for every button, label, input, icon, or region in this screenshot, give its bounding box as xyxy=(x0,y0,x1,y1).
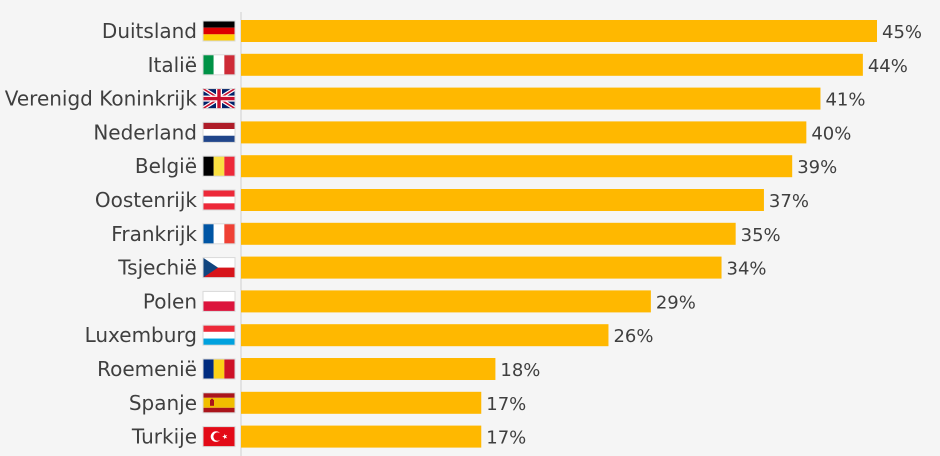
value-label: 17% xyxy=(486,428,526,449)
bar xyxy=(241,425,482,448)
bar-row-3: Verenigd Koninkrijk 41% xyxy=(5,87,866,111)
belgium-flag-icon xyxy=(202,155,236,177)
bar xyxy=(241,189,764,211)
category-label: Polen xyxy=(143,289,197,313)
bar xyxy=(241,391,482,414)
italy-flag-icon xyxy=(202,54,236,76)
bar-row-6: Oostenrijk 37% xyxy=(95,188,809,212)
bar-row-8: Tsjechië 34% xyxy=(117,256,766,280)
value-label: 34% xyxy=(727,259,767,280)
category-label: Verenigd Koninkrijk xyxy=(5,87,198,111)
bar-row-11: Roemenië 18% xyxy=(97,357,540,381)
value-label: 41% xyxy=(825,90,865,111)
bar-row-9: Polen 29% xyxy=(143,289,696,313)
bar-row-7: Frankrijk 35% xyxy=(111,222,780,246)
bar xyxy=(241,53,863,76)
value-label: 26% xyxy=(613,326,653,347)
bar-row-13: Turkije 17% xyxy=(131,425,526,449)
bar xyxy=(241,121,807,144)
category-label: Turkije xyxy=(131,425,197,449)
value-label: 18% xyxy=(500,360,540,381)
category-label: Spanje xyxy=(129,391,197,415)
category-label: Italië xyxy=(148,53,197,77)
value-label: 17% xyxy=(486,394,526,415)
bar xyxy=(241,290,651,313)
germany-flag-icon xyxy=(202,20,236,42)
value-label: 29% xyxy=(656,292,696,313)
bar xyxy=(241,256,722,279)
category-label: Roemenië xyxy=(97,357,197,381)
bar xyxy=(241,324,609,347)
value-label: 40% xyxy=(811,123,851,144)
bar xyxy=(241,358,496,380)
austria-flag-icon xyxy=(202,189,236,211)
category-label: Nederland xyxy=(93,120,197,144)
category-label: Frankrijk xyxy=(111,222,197,246)
spain-flag-icon xyxy=(202,392,236,414)
poland-flag-icon xyxy=(202,290,236,312)
bar xyxy=(241,222,736,245)
bar-row-10: Luxemburg 26% xyxy=(85,323,654,347)
value-label: 35% xyxy=(741,225,781,246)
romania-flag-icon xyxy=(202,358,236,380)
value-label: 37% xyxy=(769,191,809,212)
bar xyxy=(241,87,821,110)
netherlands-flag-icon xyxy=(202,121,236,143)
bar-row-2: Italië 44% xyxy=(148,53,908,77)
category-label: Luxemburg xyxy=(85,323,197,347)
france-flag-icon xyxy=(202,223,236,245)
category-label: België xyxy=(135,154,197,178)
category-label: Oostenrijk xyxy=(95,188,198,212)
bar-row-1: Duitsland 45% xyxy=(102,19,922,43)
category-label: Tsjechië xyxy=(117,256,197,280)
luxembourg-flag-icon xyxy=(202,324,236,346)
bar-row-5: België 39% xyxy=(135,154,837,178)
bar-row-4: Nederland 40% xyxy=(93,120,851,144)
value-label: 44% xyxy=(868,56,908,77)
value-label: 39% xyxy=(797,157,837,178)
czech-republic-flag-icon xyxy=(202,257,236,279)
chart-rows: Duitsland 45%Italië 44%Verenigd Koninkrijk… xyxy=(5,19,922,449)
united-kingdom-flag-icon xyxy=(201,86,237,111)
bar xyxy=(241,20,877,42)
turkey-flag-icon xyxy=(202,426,236,448)
bar-row-12: Spanje 17% xyxy=(129,391,526,415)
value-label: 45% xyxy=(882,22,922,43)
bar xyxy=(241,155,793,178)
category-label: Duitsland xyxy=(102,19,197,43)
